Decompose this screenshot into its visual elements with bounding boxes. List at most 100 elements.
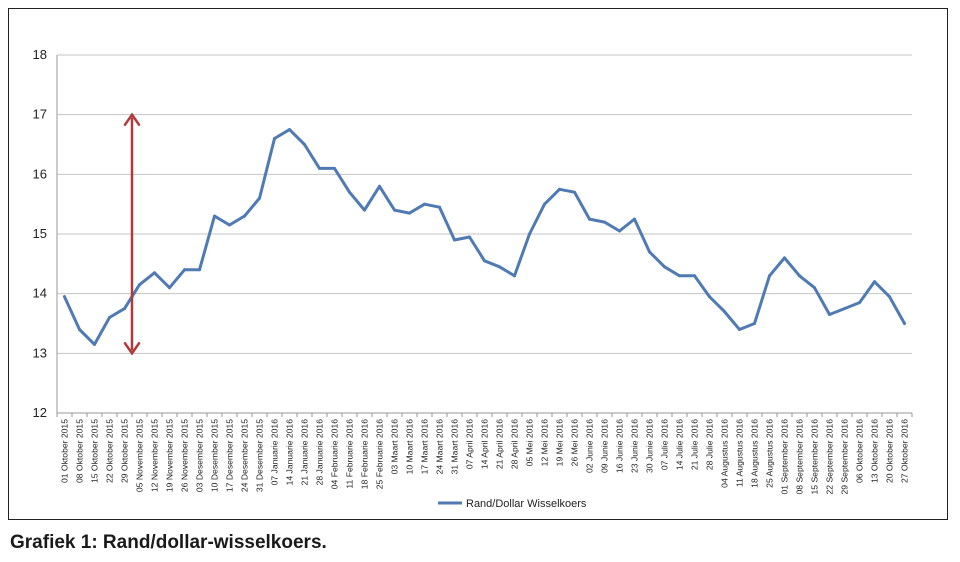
x-tick-label: 11 Augustus 2016 xyxy=(735,419,745,487)
data-point xyxy=(453,238,456,242)
data-point xyxy=(183,268,186,272)
x-tick-label: 20 Oktober 2016 xyxy=(885,419,895,483)
data-point xyxy=(108,316,111,320)
x-tick-label: 04 Augustus 2016 xyxy=(720,419,730,488)
x-tick-label: 14 Julie 2016 xyxy=(675,419,685,470)
x-tick-label: 30 Junie 2016 xyxy=(645,419,655,473)
chart-legend: Rand/Dollar Wisselkoers xyxy=(438,498,587,510)
x-tick-label: 18 Augustus 2016 xyxy=(750,419,760,488)
y-tick-label: 15 xyxy=(33,226,47,241)
data-point xyxy=(558,187,561,191)
x-tick-label: 02 Junie 2016 xyxy=(585,419,595,473)
data-point xyxy=(888,295,891,299)
data-point xyxy=(333,166,336,170)
data-point xyxy=(573,190,576,194)
x-axis: 01 Oktober 2015 08 Oktober 2015 15 Oktober… xyxy=(56,412,913,495)
data-point xyxy=(903,322,906,325)
data-point xyxy=(468,235,471,239)
x-tick-label: 21 April 2016 xyxy=(495,419,505,469)
data-point xyxy=(543,202,546,206)
data-point xyxy=(828,313,831,317)
data-point xyxy=(198,268,201,272)
x-tick-label: 08 Oktober 2015 xyxy=(75,419,85,483)
x-tick-label: 29 Oktober 2015 xyxy=(120,419,130,483)
x-tick-label: 04 Februarie 2016 xyxy=(330,419,340,489)
x-tick-label: 10 Desember 2015 xyxy=(210,419,220,492)
series-line xyxy=(63,128,906,346)
data-point xyxy=(423,202,426,206)
x-tick-label: 31 Desember 2015 xyxy=(255,419,265,492)
x-tick-label: 25 Februarie 2016 xyxy=(375,419,385,489)
x-tick-label: 25 Augustus 2016 xyxy=(765,419,775,488)
x-tick-label: 28 April 2016 xyxy=(510,419,520,469)
data-point xyxy=(438,205,441,209)
y-axis: 12 13 14 15 16 17 18 xyxy=(33,47,58,420)
data-point xyxy=(723,310,726,314)
data-point xyxy=(648,250,651,254)
x-tick-label: 23 Junie 2016 xyxy=(630,419,640,473)
y-tick-label: 17 xyxy=(33,107,47,122)
x-tick-label: 21 Julie 2016 xyxy=(690,419,700,470)
data-point xyxy=(93,342,96,346)
data-point xyxy=(858,301,861,305)
x-tick-label: 12 Mei 2016 xyxy=(540,419,550,467)
figure-caption: Grafiek 1: Rand/dollar-wisselkoers. xyxy=(10,532,327,553)
x-tick-label: 29 September 2016 xyxy=(840,419,850,495)
data-point xyxy=(483,259,486,263)
data-point xyxy=(738,327,741,331)
data-point xyxy=(168,286,171,290)
chart-series xyxy=(63,128,906,346)
x-tick-label: 17 Desember 2015 xyxy=(225,419,235,492)
data-point xyxy=(363,208,366,212)
x-tick-label: 07 April 2016 xyxy=(465,419,475,469)
x-tick-label: 17 Maart 2016 xyxy=(420,419,430,475)
data-point xyxy=(693,274,696,278)
data-point xyxy=(228,223,231,227)
data-point xyxy=(318,166,321,170)
x-tick-label: 07 Januarie 2016 xyxy=(270,419,280,486)
data-point xyxy=(633,217,636,221)
x-tick-label: 28 Julie 2016 xyxy=(705,419,715,470)
data-point xyxy=(753,322,756,325)
y-tick-label: 13 xyxy=(33,345,47,360)
data-point xyxy=(258,196,261,200)
chart-grid xyxy=(57,54,912,414)
x-tick-label: 01 September 2016 xyxy=(780,419,790,495)
data-point xyxy=(513,274,516,278)
x-tick-label: 05 Mei 2016 xyxy=(525,419,535,467)
x-tick-label: 15 September 2016 xyxy=(810,419,820,495)
data-point xyxy=(798,274,801,278)
x-tick-label: 24 Desember 2015 xyxy=(240,419,250,492)
data-point xyxy=(408,211,411,215)
x-tick-label: 22 Oktober 2015 xyxy=(105,419,115,483)
data-point xyxy=(393,208,396,212)
x-tick-label: 13 Oktober 2016 xyxy=(870,419,880,483)
x-tick-label: 12 November 2015 xyxy=(150,419,160,492)
data-point xyxy=(528,232,531,236)
x-tick-label: 11 Februarie 2016 xyxy=(345,419,355,489)
x-tick-label: 03 Maart 2016 xyxy=(390,419,400,475)
data-point xyxy=(603,220,606,224)
data-point xyxy=(348,190,351,194)
data-point xyxy=(378,184,381,188)
data-point xyxy=(78,327,81,331)
data-point xyxy=(138,283,141,287)
x-tick-label: 03 Desember 2015 xyxy=(195,419,205,492)
data-point xyxy=(618,229,621,233)
y-tick-label: 12 xyxy=(33,405,47,420)
data-point xyxy=(708,295,711,299)
data-point xyxy=(813,286,816,290)
x-tick-label: 16 Junie 2016 xyxy=(615,419,625,473)
y-tick-label: 16 xyxy=(33,166,47,181)
x-tick-label: 21 Januarie 2016 xyxy=(300,419,310,486)
data-point xyxy=(273,137,276,141)
x-tick-label: 09 Junie 2016 xyxy=(600,419,610,473)
x-tick-label: 10 Maart 2016 xyxy=(405,419,415,475)
data-point xyxy=(123,307,126,311)
x-tick-label: 27 Oktober 2016 xyxy=(900,419,910,483)
x-tick-label: 19 November 2015 xyxy=(165,419,175,492)
x-tick-label: 06 Oktober 2016 xyxy=(855,419,865,483)
x-tick-label: 08 September 2016 xyxy=(795,419,805,495)
x-tick-label: 24 Maart 2016 xyxy=(435,419,445,475)
